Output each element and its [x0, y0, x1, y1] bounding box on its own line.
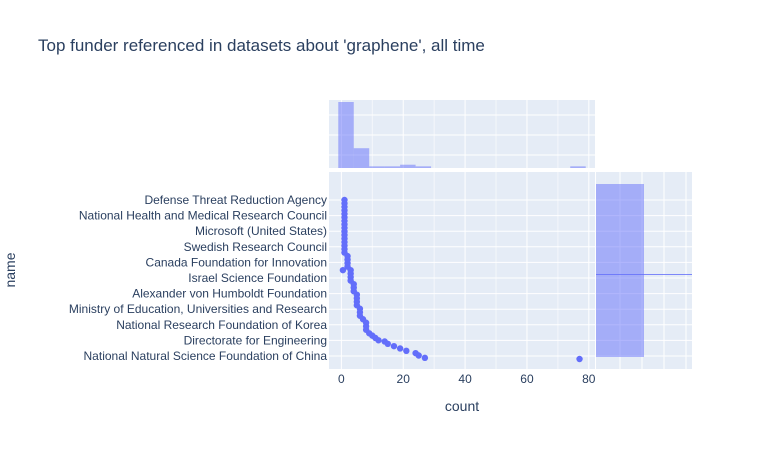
- y-tick-label: Microsoft (United States): [195, 224, 327, 238]
- scatter-point: [339, 266, 347, 274]
- main-plot-background: [329, 172, 595, 369]
- x-tick-label: 40: [458, 372, 472, 386]
- x-tick-label: 0: [338, 372, 345, 386]
- x-axis-title: count: [445, 398, 479, 414]
- top-histogram-bar: [570, 166, 586, 168]
- y-tick-label: National Natural Science Foundation of C…: [84, 349, 328, 363]
- top-histogram-bar: [338, 102, 354, 168]
- x-tick-label: 20: [397, 372, 411, 386]
- y-tick-label: Defense Threat Reduction Agency: [144, 193, 327, 207]
- scatter-point: [375, 337, 382, 344]
- chart-title: Top funder referenced in datasets about …: [38, 36, 485, 55]
- y-axis-title: name: [2, 252, 18, 287]
- right-histogram-bar: [596, 184, 644, 357]
- y-tick-label: Directorate for Engineering: [184, 333, 327, 347]
- y-tick-label: National Health and Medical Research Cou…: [79, 209, 327, 223]
- y-tick-label: Ministry of Education, Universities and …: [69, 302, 327, 316]
- scatter-point: [415, 352, 422, 359]
- y-tick-label: Swedish Research Council: [184, 240, 327, 254]
- y-tick-label: Canada Foundation for Innovation: [146, 255, 327, 269]
- top-histogram-bar: [369, 166, 385, 168]
- scatter-point: [390, 342, 398, 350]
- top-histogram-bar: [400, 164, 416, 168]
- top-histogram-bar: [415, 166, 432, 168]
- right-histogram: [596, 172, 692, 369]
- y-tick-label: National Research Foundation of Korea: [116, 318, 327, 332]
- top-histogram-bar: [384, 166, 401, 168]
- main-plot: 0 20 40 60 80 Defense Threat Reduction Agenc…: [69, 172, 596, 386]
- top-histogram-bar: [353, 148, 370, 168]
- scatter-point: [421, 354, 429, 362]
- right-histogram-bar: [596, 274, 692, 275]
- y-tick-label: Israel Science Foundation: [188, 271, 327, 285]
- scatter-point: [403, 347, 410, 355]
- x-tick-label: 80: [582, 372, 596, 386]
- scatter-point: [396, 345, 404, 352]
- top-histogram-background: [329, 100, 595, 168]
- top-histogram: [329, 100, 595, 168]
- scatter-point: [576, 355, 583, 363]
- scatter-point: [384, 340, 391, 348]
- x-tick-label: 60: [520, 372, 534, 386]
- y-tick-label: Alexander von Humboldt Foundation: [132, 287, 327, 301]
